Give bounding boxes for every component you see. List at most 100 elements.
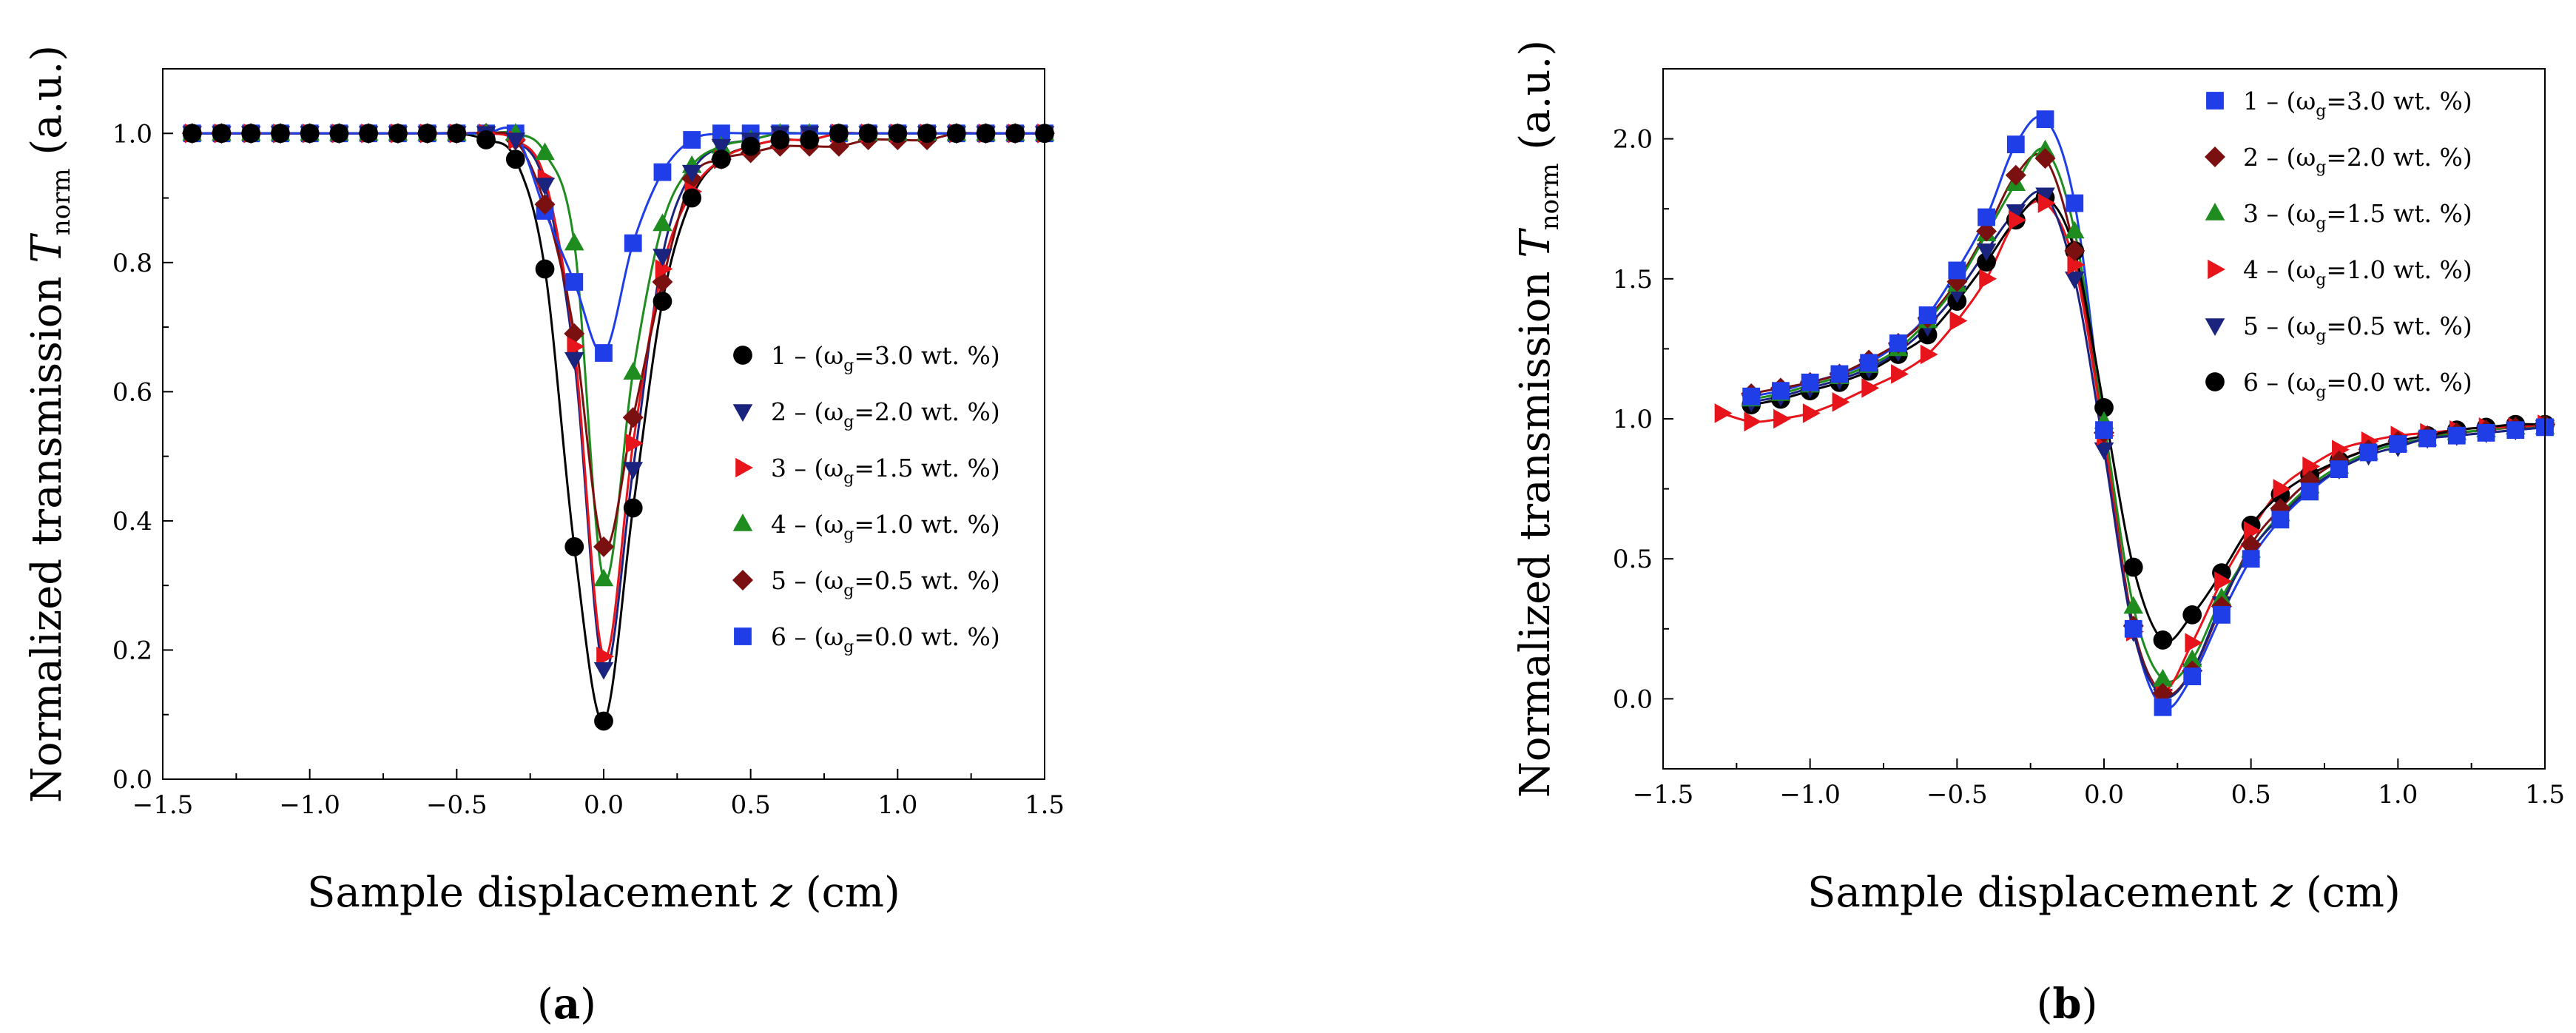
panel-a-s6-point [653,163,672,181]
panel-b-s5-point [2006,204,2026,222]
panel-a-s4-point [653,213,672,232]
panel-a-label: (a) [537,980,596,1029]
panel-a-s1-point [888,124,908,144]
panel-b-y-tick-label: 0.5 [1613,545,1653,574]
panel-a-s1-point [564,536,584,556]
panel-b-s3-point [2153,668,2173,687]
panel-a-s1-point [212,124,232,144]
panel-a-s4-point [623,362,644,380]
panel-b-legend-item-3: 3 – (ωg=1.5 wt. %) [2205,199,2472,233]
panel-b-legend-label: 4 – (ωg=1.0 wt. %) [2243,255,2472,289]
panel-a-s2-point [681,164,702,183]
panel-b-plot [1714,110,2555,716]
panel-a-s2-point [623,462,644,480]
panel-a-x-tick-label: −1.5 [132,790,194,820]
panel-a-legend-label: 6 – (ωg=0.0 wt. %) [771,622,1000,656]
panel-a-s1-point [594,711,613,731]
panel-b-s6-point [1977,252,1996,272]
panel-a-legend-item-6: 6 – (ωg=0.0 wt. %) [734,622,1000,656]
panel-b-legend-label: 6 – (ωg=0.0 wt. %) [2243,368,2472,402]
panel-b-legend-marker [2205,318,2225,336]
panel-b-s6-point [2094,397,2114,417]
panel-a-s1-point [653,292,672,312]
panel-a-s2-point [535,178,555,196]
panel-a-legend-marker [732,404,753,422]
panel-a-x-axis-title: Sample displacement z (cm) [307,869,900,917]
panel-b-s4-point [2302,457,2321,477]
panel-b-s1-point [2154,698,2172,716]
panel-b-x-tick-label: −1.0 [1779,780,1841,810]
panel-b-s1-point [2095,421,2113,440]
panel-a-s1-point [1005,124,1025,144]
panel-b-s1-point [1742,387,1761,406]
panel-b-legend-marker [2208,259,2225,280]
panel-b-s4-point [1891,364,1909,384]
panel-a-s1-point [388,124,408,144]
panel-a-legend-item-5: 5 – (ωg=0.5 wt. %) [732,566,1000,600]
panel-a-legend-label: 5 – (ωg=0.5 wt. %) [771,566,1000,600]
panel-a-s4-point [535,142,555,161]
panel-b-s1-point [1830,365,1849,383]
panel-a-s1-point [182,124,202,144]
panel-b-s1-point [1918,306,1937,324]
panel-a-s1-point [447,124,467,144]
panel-a-x-tick-label: −1.0 [279,790,340,820]
panel-b-s1-point [2330,460,2348,479]
panel-a-x-ticks: −1.5 −1.0 −0.5 0.0 0.5 1.0 1.5 [132,769,1065,820]
panel-b-s4-point [1979,269,1997,289]
panel-b-s1-point [2359,443,2378,462]
panel-a-y-tick-label: 0.0 [112,765,152,795]
panel-b-s5-point [2064,272,2085,289]
panel-b-s4-point [1714,403,1733,423]
panel-a-legend-marker [732,570,753,590]
panel-a-s2-point [593,662,614,680]
panel-a-s1-point [241,124,261,144]
panel-b-legend-item-1: 1 – (ωg=3.0 wt. %) [2206,87,2472,121]
panel-b-s4-point [1920,344,1938,365]
panel-b-legend-marker [2206,92,2224,110]
panel-b-s1-point [2389,435,2407,453]
panel-b-s6-point [2153,630,2173,650]
panel-a-y-tick-label: 0.8 [112,249,152,278]
panel-b-legend-label: 3 – (ωg=1.5 wt. %) [2243,199,2472,233]
panel-b-x-tick-label: −0.5 [1926,780,1988,810]
panel-b-s6-point [2123,557,2143,577]
panel-b-legend-label: 2 – (ωg=2.0 wt. %) [2243,143,2472,177]
panel-b-x-ticks: −1.5 −1.0 −0.5 0.0 0.5 1.0 1.5 [1633,758,2565,810]
panel-b-legend-marker [2205,372,2225,391]
panel-b-s1-point [1948,261,1966,280]
panel-a-s5-point [622,407,644,428]
panel-a-s1-point [359,124,379,144]
panel-b-x-tick-label: 0.5 [2231,780,2271,810]
panel-b-x-tick-label: 1.5 [2525,780,2565,810]
panel-a-s2-point [505,132,526,150]
panel-b-legend-label: 5 – (ωg=0.5 wt. %) [2243,312,2472,346]
panel-b-s6-point [2182,605,2202,625]
panel-b-s1-point [1860,354,1878,372]
panel-b-markers [1714,110,2555,716]
panel-b-y-tick-label: 1.0 [1613,405,1653,434]
panel-b-s4-point [1861,378,1880,398]
panel-a-x-tick-label: 0.5 [731,790,771,820]
panel-b-s5-point [2094,442,2114,460]
panel-b-y-ticks: 0.0 0.5 1.0 1.5 2.0 [1613,125,1673,714]
panel-b-x-tick-label: 1.0 [2378,780,2418,810]
panel-b: −1.5 −1.0 −0.5 0.0 0.5 1.0 1.5 0.0 0.5 1.0 1.5 2.0… [1511,40,2565,1029]
panel-a-y-ticks: 0.0 0.2 0.4 0.6 0.8 1.0 [112,119,173,795]
panel-a-legend-marker [733,346,752,365]
panel-b-s1-point [1772,382,1790,400]
panel-b-s1-point [2477,424,2495,442]
panel-a-legend-label: 1 – (ωg=3.0 wt. %) [771,341,1000,375]
panel-b-s4-point [1832,391,1850,412]
panel-b-s2-point [2005,164,2026,186]
panel-a-legend-item-1: 1 – (ωg=3.0 wt. %) [733,341,1000,375]
panel-a-s2-point [653,249,672,267]
panel-b-s4-point [1773,408,1791,429]
panel-b-label: (b) [2037,980,2098,1029]
panel-b-y-tick-label: 1.5 [1613,265,1653,295]
panel-a-s1-point [770,130,790,149]
panel-a-s6-point [712,124,730,143]
panel-a-s1-point [917,124,937,144]
panel-b-s2-point [1976,221,1997,242]
panel-a-legend-marker [732,514,753,531]
